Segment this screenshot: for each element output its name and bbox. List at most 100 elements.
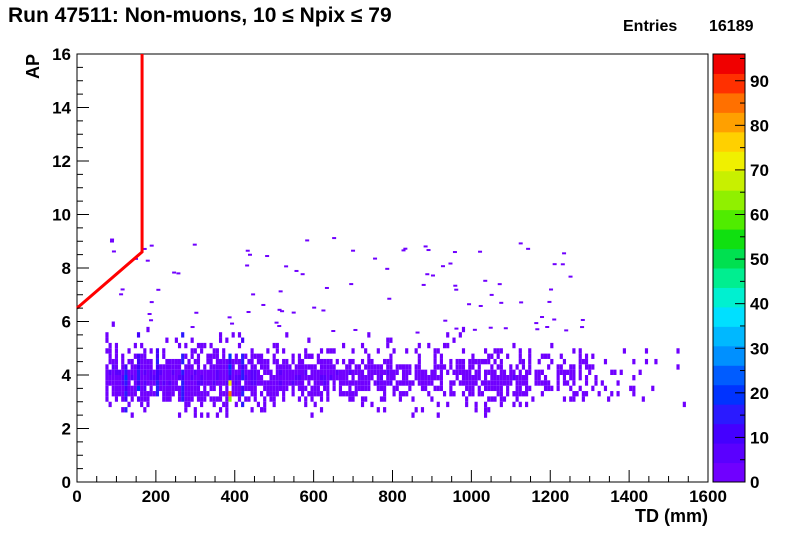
heatmap-cell — [282, 380, 286, 386]
color-scale-band — [713, 404, 745, 425]
heatmap-cell — [278, 380, 283, 386]
heatmap-cell — [228, 391, 232, 397]
heatmap-cell — [181, 385, 185, 392]
heatmap-cell — [193, 407, 197, 413]
heatmap-cell — [499, 385, 503, 392]
heatmap-cell — [515, 380, 519, 386]
heatmap-cell — [578, 358, 582, 365]
color-scale-band — [713, 209, 745, 230]
heatmap-cell — [187, 364, 191, 370]
heatmap-cell — [477, 391, 481, 397]
heatmap-cell — [294, 269, 299, 272]
heatmap-cell — [247, 375, 251, 381]
heatmap-cell — [225, 337, 229, 343]
heatmap-cell — [545, 326, 550, 329]
heatmap-cell — [421, 283, 426, 286]
heatmap-cell — [468, 375, 472, 381]
heatmap-cell — [127, 358, 131, 365]
heatmap-cell — [458, 369, 462, 375]
heatmap-cell — [526, 247, 531, 250]
heatmap-cell — [401, 249, 406, 252]
heatmap-cell — [313, 401, 317, 408]
heatmap-cell — [111, 321, 115, 327]
heatmap-cell — [250, 364, 254, 370]
heatmap-cell — [338, 385, 343, 392]
heatmap-cell — [227, 316, 232, 319]
heatmap-cell — [392, 348, 396, 354]
heatmap-cell — [206, 380, 210, 386]
heatmap-cell — [313, 364, 317, 370]
heatmap-cell — [632, 375, 636, 381]
heatmap-cell — [145, 259, 150, 262]
heatmap-cell — [228, 380, 232, 386]
heatmap-cell — [528, 348, 532, 354]
heatmap-cell — [332, 380, 336, 386]
heatmap-cell — [502, 375, 507, 381]
heatmap-cell — [200, 342, 204, 349]
heatmap-cell — [190, 369, 194, 375]
heatmap-cell — [228, 375, 232, 381]
heatmap-cell — [218, 385, 223, 392]
heatmap-cell — [177, 342, 182, 349]
heatmap-cell — [222, 358, 226, 365]
heatmap-cell — [155, 358, 160, 365]
heatmap-cell — [177, 375, 182, 381]
heatmap-cell — [556, 385, 560, 392]
heatmap-cell — [499, 348, 503, 354]
heatmap-cell — [584, 364, 589, 370]
heatmap-cell — [143, 407, 147, 413]
y-tick-label: 10 — [52, 206, 71, 225]
plot-title: Run 47511: Non-muons, 10 ≤ Npix ≤ 79 — [8, 4, 392, 27]
heatmap-cell — [291, 385, 295, 392]
heatmap-cell — [323, 385, 327, 392]
heatmap-cell — [212, 375, 216, 381]
heatmap-cell — [581, 358, 585, 365]
heatmap-cell — [196, 380, 201, 386]
x-tick-label: 800 — [378, 487, 406, 506]
heatmap-cell — [547, 380, 551, 386]
heatmap-cell — [383, 369, 387, 375]
heatmap-cell — [449, 391, 453, 397]
heatmap-cell — [114, 358, 119, 365]
heatmap-cell — [316, 380, 320, 386]
heatmap-cell — [471, 375, 475, 381]
heatmap-cell — [269, 375, 273, 381]
heatmap-cell — [272, 358, 276, 365]
heatmap-cell — [136, 375, 141, 381]
heatmap-cell — [165, 391, 169, 397]
heatmap-cell — [452, 391, 456, 397]
heatmap-cell — [136, 369, 141, 375]
heatmap-cell — [323, 375, 327, 381]
heatmap-cell — [357, 380, 361, 386]
heatmap-cell — [408, 364, 412, 370]
heatmap-cell — [549, 288, 554, 291]
heatmap-cell — [319, 375, 324, 381]
heatmap-cell — [490, 385, 494, 392]
heatmap-cell — [301, 380, 305, 386]
heatmap-cell — [266, 385, 270, 392]
heatmap-cell — [196, 342, 201, 349]
heatmap-cell — [177, 385, 182, 392]
heatmap-cell — [552, 318, 557, 321]
heatmap-cell — [241, 369, 245, 375]
heatmap-cell — [499, 369, 503, 375]
heatmap-cell — [461, 380, 466, 386]
heatmap-cell — [263, 401, 267, 408]
heatmap-cell — [143, 348, 147, 354]
heatmap-cell — [348, 364, 352, 370]
heatmap-cell — [472, 328, 477, 331]
heatmap-cell — [149, 375, 153, 381]
heatmap-cell — [190, 364, 194, 370]
heatmap-cell — [370, 375, 374, 381]
heatmap-cell — [323, 369, 327, 375]
heatmap-cell — [452, 369, 456, 375]
heatmap-cell — [250, 385, 254, 392]
heatmap-cell — [528, 358, 532, 365]
heatmap-cell — [171, 385, 175, 392]
heatmap-cell — [176, 272, 181, 275]
heatmap-cell — [408, 385, 412, 392]
heatmap-cell — [528, 369, 532, 375]
heatmap-cell — [225, 407, 229, 413]
heatmap-cell — [310, 369, 314, 375]
heatmap-cell — [436, 385, 440, 392]
